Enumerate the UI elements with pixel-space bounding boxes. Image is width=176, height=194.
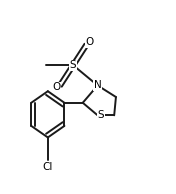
Text: O: O bbox=[52, 82, 61, 92]
Text: S: S bbox=[98, 110, 104, 120]
Text: S: S bbox=[70, 60, 76, 70]
Text: N: N bbox=[94, 81, 102, 90]
Text: O: O bbox=[86, 37, 94, 47]
Text: Cl: Cl bbox=[43, 162, 53, 172]
